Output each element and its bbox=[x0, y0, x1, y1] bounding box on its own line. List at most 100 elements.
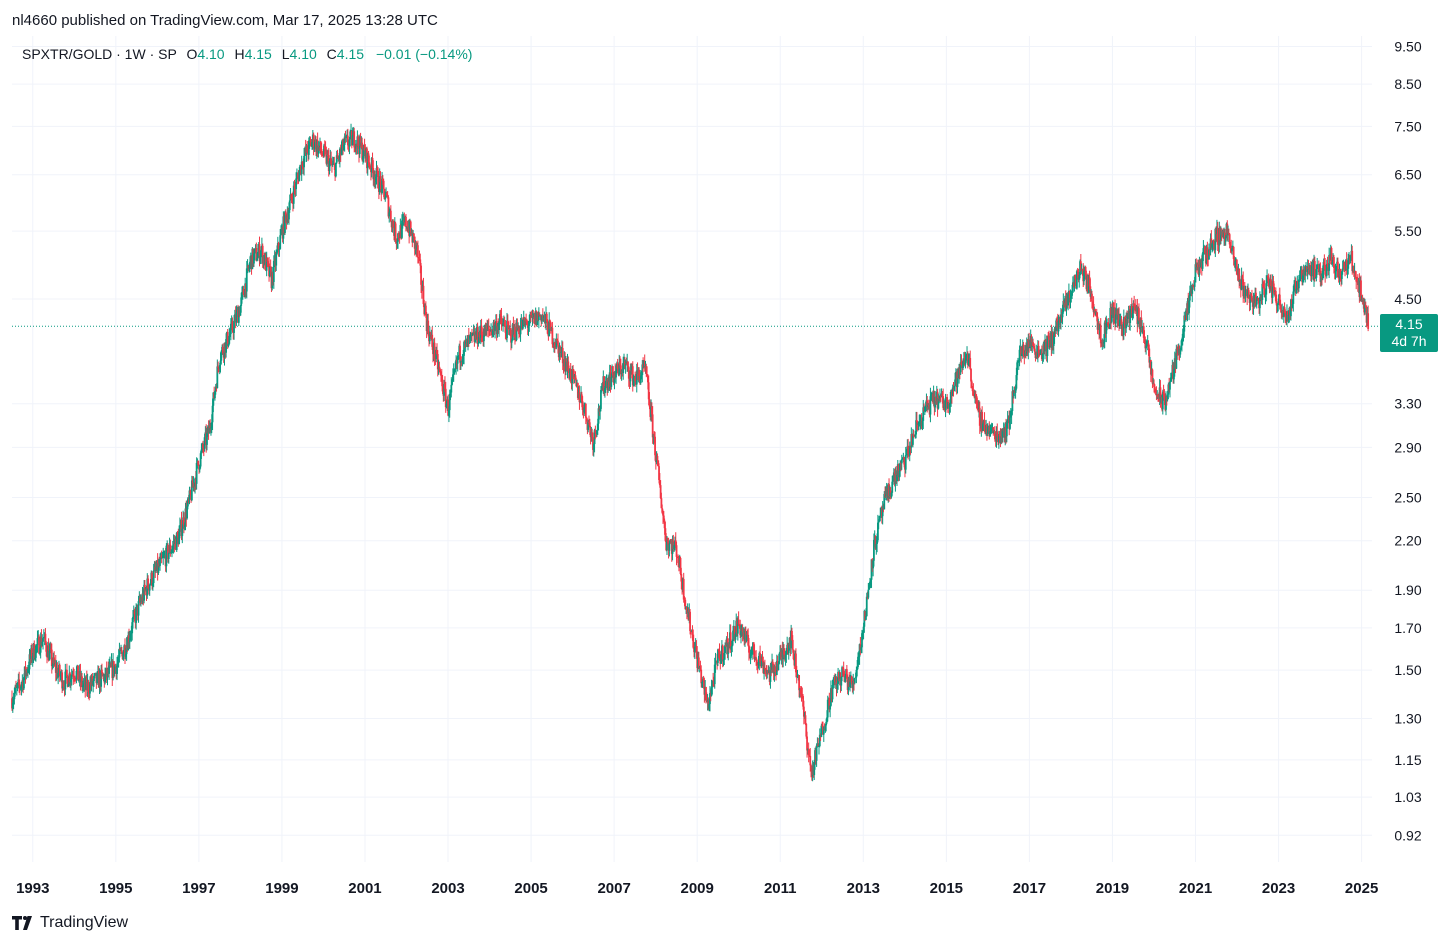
candle bbox=[144, 580, 146, 596]
candle bbox=[919, 414, 921, 431]
candle bbox=[253, 248, 256, 261]
candle bbox=[48, 643, 51, 661]
candle bbox=[165, 543, 168, 573]
candle bbox=[953, 385, 956, 392]
candle bbox=[330, 151, 333, 166]
candle bbox=[1307, 259, 1310, 275]
bar-countdown: 4d 7h bbox=[1391, 333, 1427, 349]
candle bbox=[1306, 259, 1309, 280]
candle bbox=[81, 672, 83, 692]
candle bbox=[1011, 386, 1014, 415]
candle bbox=[596, 429, 598, 437]
candle bbox=[1071, 276, 1074, 293]
candle bbox=[1022, 341, 1025, 358]
candle bbox=[1069, 289, 1072, 309]
candle bbox=[604, 386, 606, 398]
candle bbox=[444, 381, 447, 413]
candle bbox=[1151, 368, 1154, 389]
candle bbox=[1290, 294, 1293, 312]
candle bbox=[1107, 318, 1110, 330]
candle bbox=[792, 649, 795, 661]
candle bbox=[242, 285, 245, 296]
candle bbox=[1099, 318, 1102, 348]
candle bbox=[394, 221, 397, 244]
candle bbox=[761, 650, 764, 663]
candle bbox=[1052, 332, 1055, 355]
y-tick-label: 4.50 bbox=[1394, 291, 1421, 307]
candle bbox=[755, 650, 758, 666]
candle bbox=[1169, 381, 1171, 398]
candle bbox=[799, 686, 802, 698]
grid-lines bbox=[12, 36, 1372, 862]
candle bbox=[113, 664, 116, 677]
candle bbox=[639, 370, 642, 385]
candle bbox=[36, 630, 39, 653]
candle bbox=[1039, 349, 1042, 356]
candle bbox=[34, 644, 37, 662]
candle bbox=[1125, 312, 1128, 333]
candle bbox=[951, 384, 954, 397]
candle bbox=[62, 679, 64, 691]
candle bbox=[834, 673, 836, 686]
candle bbox=[915, 411, 917, 439]
candle bbox=[826, 695, 829, 722]
candle bbox=[675, 541, 678, 566]
candle bbox=[964, 351, 967, 369]
candle bbox=[859, 636, 862, 656]
candle bbox=[377, 167, 379, 189]
candle bbox=[878, 515, 881, 522]
candle bbox=[701, 681, 703, 688]
candle bbox=[431, 326, 434, 350]
candle bbox=[603, 376, 606, 396]
candle bbox=[861, 629, 863, 654]
x-tick-label: 2011 bbox=[764, 880, 797, 897]
candle bbox=[551, 321, 554, 348]
candle bbox=[471, 332, 474, 337]
candle bbox=[1118, 313, 1121, 329]
brand-footer[interactable]: TradingView bbox=[12, 914, 128, 932]
candle bbox=[441, 374, 444, 395]
candle bbox=[1244, 285, 1247, 303]
candle bbox=[301, 161, 304, 170]
candle bbox=[635, 363, 638, 393]
candle bbox=[627, 366, 630, 387]
candle bbox=[699, 660, 702, 672]
candle bbox=[19, 682, 21, 696]
candle bbox=[661, 504, 664, 514]
candle bbox=[452, 368, 454, 383]
candle bbox=[175, 531, 178, 552]
x-tick-label: 2001 bbox=[348, 880, 381, 897]
candle bbox=[1322, 258, 1325, 279]
candle bbox=[468, 335, 471, 345]
tradingview-brand: TradingView bbox=[40, 914, 129, 931]
y-tick-label: 2.50 bbox=[1394, 490, 1421, 506]
candle bbox=[443, 379, 446, 402]
candle bbox=[73, 668, 75, 682]
low-value: 4.10 bbox=[289, 46, 317, 62]
candle bbox=[1267, 273, 1270, 288]
candle bbox=[697, 651, 700, 670]
candle bbox=[657, 460, 660, 467]
candle bbox=[436, 343, 438, 356]
candle bbox=[33, 640, 36, 661]
x-tick-label: 2023 bbox=[1262, 880, 1295, 897]
candle bbox=[1211, 242, 1214, 253]
candle bbox=[1006, 410, 1009, 429]
candle bbox=[418, 250, 421, 261]
candle bbox=[151, 570, 153, 590]
candle bbox=[585, 416, 588, 422]
candle bbox=[1340, 271, 1343, 285]
candle bbox=[597, 403, 600, 431]
candle bbox=[1079, 254, 1082, 272]
candle bbox=[64, 663, 67, 696]
candle bbox=[28, 648, 31, 675]
candle bbox=[464, 335, 467, 352]
candle bbox=[326, 149, 329, 167]
candle bbox=[926, 396, 929, 413]
candle bbox=[548, 312, 551, 337]
candle bbox=[934, 391, 937, 413]
candle bbox=[1129, 308, 1132, 331]
candle bbox=[231, 317, 234, 333]
